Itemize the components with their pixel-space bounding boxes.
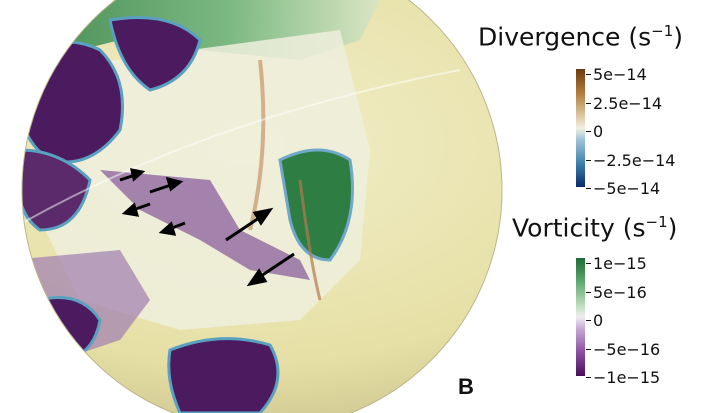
vorticity-title-text: Vorticity (s — [512, 213, 646, 243]
divergence-tick-label: −2.5e−14 — [585, 151, 676, 170]
vorticity-colorbar-title: Vorticity (s−1) — [512, 213, 677, 242]
divergence-colorbar-title: Divergence (s−1) — [478, 22, 683, 51]
arrow-icon — [246, 252, 295, 287]
arrow-icon — [225, 207, 274, 242]
vorticity-tick-label: −5e−16 — [585, 340, 661, 359]
divergence-title-close: ) — [673, 22, 684, 52]
vorticity-unit-exponent: −1 — [645, 213, 668, 231]
vorticity-tick-label: 0 — [585, 311, 604, 330]
arrow-icon — [121, 202, 151, 217]
vorticity-title-close: ) — [667, 213, 678, 243]
divergence-colorbar — [576, 69, 585, 187]
divergence-tick-label: 0 — [585, 122, 604, 141]
vorticity-tick-label: 5e−16 — [586, 283, 647, 302]
divergence-tick-label: 5e−14 — [586, 65, 647, 84]
arrow-icon — [119, 168, 146, 182]
arrow-icon — [149, 176, 184, 194]
vorticity-colorbar — [576, 258, 585, 376]
annotation-arrows — [119, 168, 295, 287]
divergence-tick-label: 2.5e−14 — [585, 94, 663, 113]
panel-label: B — [458, 374, 474, 399]
arrow-icon — [158, 221, 186, 236]
divergence-title-text: Divergence (s — [478, 22, 652, 52]
divergence-unit-exponent: −1 — [651, 22, 674, 40]
divergence-tick-label: −5e−14 — [585, 179, 661, 198]
vorticity-tick-label: 1e−15 — [586, 254, 647, 273]
vorticity-tick-label: −1e−15 — [585, 368, 661, 387]
